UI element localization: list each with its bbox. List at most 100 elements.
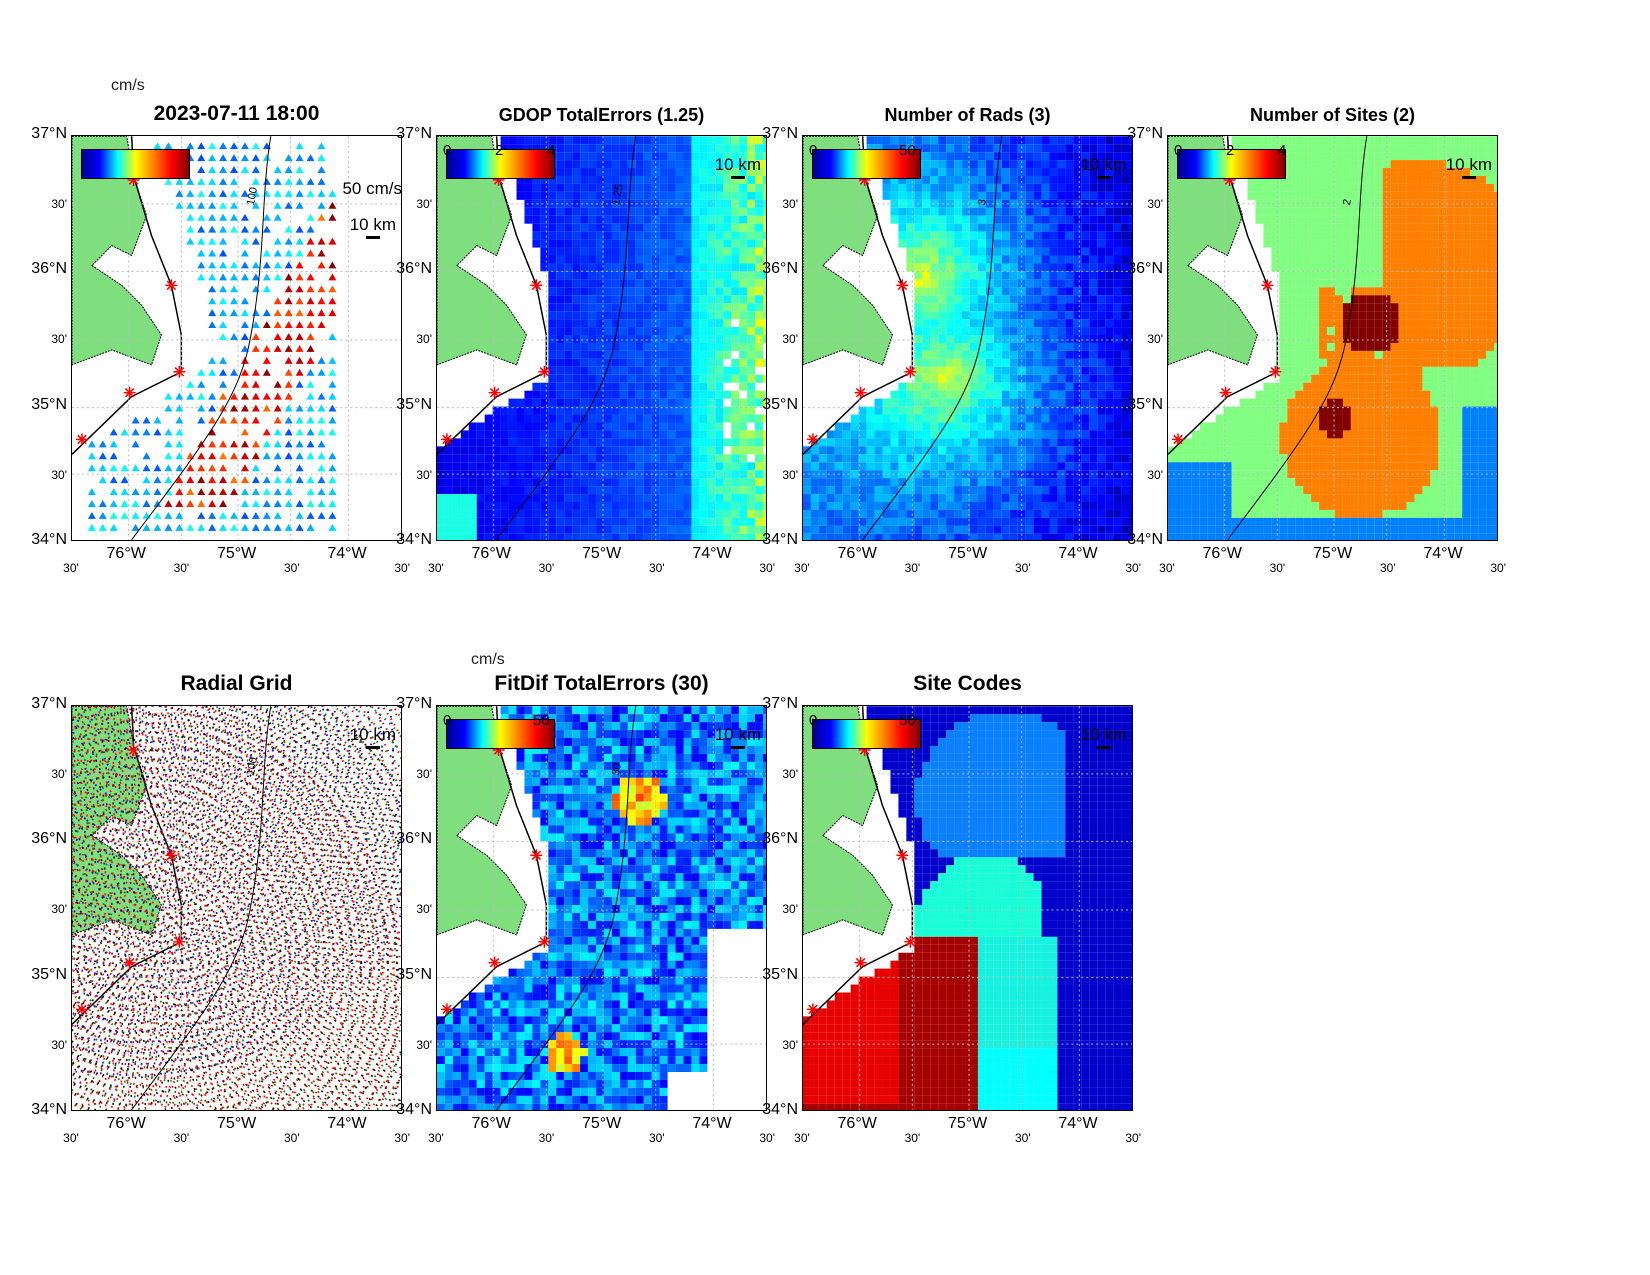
data-cell [1295,382,1304,391]
current-vector [284,488,293,496]
map-panel-nrads: 3 Number of Rads (3) 37°N 30' 36°N 30' 35°N 30'… [762,105,1141,575]
data-cell [572,191,581,200]
current-vector [317,285,326,293]
data-cell [707,239,716,248]
data-cell [1121,144,1130,153]
data-cell [1065,144,1074,153]
data-cell [492,486,501,495]
data-cell [922,422,931,431]
data-cell [659,303,668,312]
data-cell [866,462,875,471]
data-cell [603,525,612,534]
scale-bar: 10 km [350,215,396,239]
data-cell [1454,358,1463,367]
data-cell [1247,191,1256,200]
data-cell [731,438,740,447]
current-vector [87,452,96,460]
data-cell [763,502,766,510]
data-cell [1414,279,1423,288]
data-cell [1121,430,1130,439]
data-cell [1081,152,1090,161]
data-cell [707,382,716,391]
data-cell [977,358,986,367]
data-cell [1049,168,1058,176]
data-cell [1033,382,1042,391]
data-cell [1025,239,1034,248]
data-cell [1494,327,1497,336]
data-cell [1414,239,1423,248]
data-cell [1366,271,1375,280]
data-cell [930,144,939,153]
data-cell [930,502,939,510]
data-cell [572,207,581,216]
data-cell [739,366,748,375]
data-cell [611,168,620,176]
data-cell [1430,311,1439,320]
data-cell [922,263,931,272]
data-cell [548,183,557,192]
data-cell [1390,175,1399,184]
data-cell [603,239,612,248]
data-cell [969,533,978,540]
data-cell [548,422,557,431]
data-cell [667,446,676,455]
data-cell [564,430,573,439]
data-cell [707,509,716,518]
data-cell [627,319,636,328]
data-cell [1350,207,1359,216]
data-cell [1342,287,1351,296]
data-cell [1001,199,1010,208]
current-vector [295,261,304,269]
data-cell [659,525,668,534]
data-cell [739,478,748,487]
data-cell [643,152,652,161]
data-cell [954,462,963,471]
data-cell [993,327,1002,336]
data-cell [635,215,644,224]
data-cell [675,223,684,232]
data-cell [675,335,684,343]
data-cell [556,525,565,534]
data-cell [699,478,708,487]
data-cell [946,382,955,391]
data-cell [627,175,636,184]
colorbar-tick: 50 [899,142,916,159]
data-cell [922,438,931,447]
data-cell [1279,223,1288,232]
data-cell [747,406,756,415]
data-cell [699,350,708,359]
data-cell [1398,335,1407,343]
data-cell [930,430,939,439]
data-cell [476,486,485,495]
data-cell [635,183,644,192]
data-cell [619,406,628,415]
data-cell [1430,207,1439,216]
data-cell [603,406,612,415]
data-cell [707,486,716,495]
data-cell [1358,247,1367,256]
data-cell [580,223,589,232]
data-cell [588,207,597,216]
data-cell [1113,303,1122,312]
data-cell [1486,303,1495,312]
current-vector [284,523,293,531]
data-cell [731,223,740,232]
data-cell [1454,335,1463,343]
data-cell [842,454,851,463]
current-vector [328,404,337,412]
data-cell [1358,152,1367,161]
data-cell [898,414,907,423]
data-cell [906,231,915,240]
data-cell [588,430,597,439]
data-cell [914,374,923,383]
data-cell [699,247,708,256]
data-cell [460,454,469,463]
current-vector [295,201,304,209]
data-cell [548,247,557,256]
data-cell [763,358,766,367]
data-cell [906,525,915,534]
data-cell [556,168,565,176]
data-cell [1398,319,1407,328]
data-cell [993,303,1002,312]
data-cell [476,422,485,431]
